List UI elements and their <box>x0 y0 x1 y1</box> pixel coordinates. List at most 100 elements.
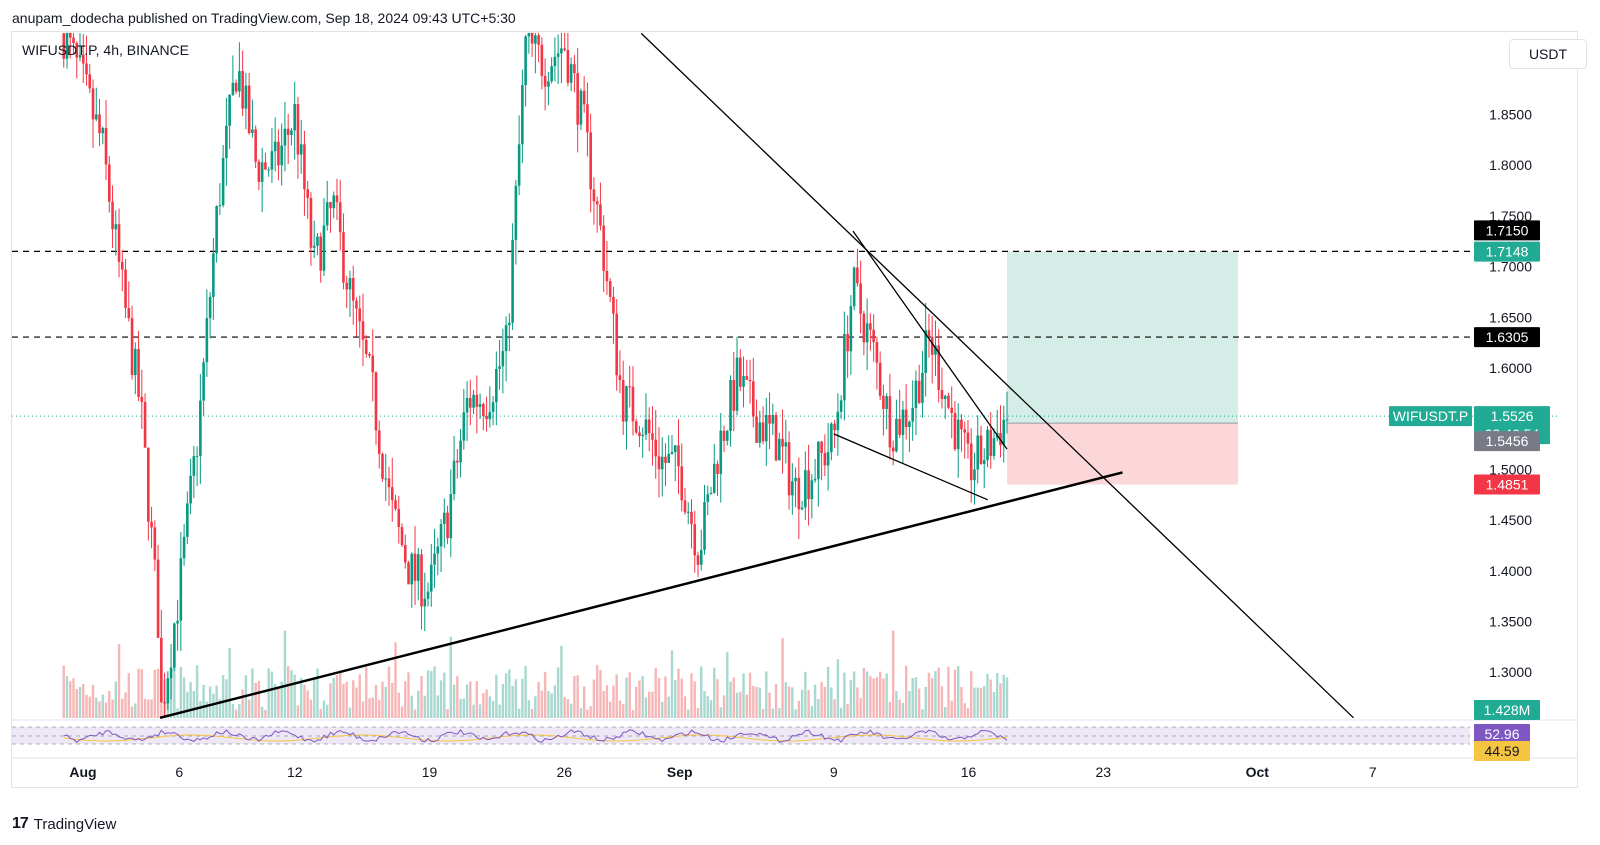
volume-bar <box>966 708 970 718</box>
candle-body <box>745 376 749 380</box>
volume-bar <box>937 667 940 718</box>
candle-body <box>768 415 771 424</box>
candle-body <box>485 415 488 420</box>
label-target-text: 1.7148 <box>1486 244 1529 260</box>
x-tick-label: 7 <box>1369 764 1377 780</box>
label-level-upper[interactable]: 1.7150 <box>1474 220 1540 241</box>
target-zone <box>1007 251 1238 424</box>
tradingview-logo[interactable]: 17 TradingView <box>12 815 116 833</box>
volume-bar <box>826 666 830 718</box>
label-rsi[interactable]: 52.96 <box>1474 724 1530 744</box>
candle-body <box>446 512 449 539</box>
candle-body <box>930 336 934 355</box>
volume-bar <box>573 675 576 718</box>
label-rsi-ma[interactable]: 44.59 <box>1474 741 1530 761</box>
label-volume[interactable]: 1.428M <box>1474 700 1540 720</box>
candle-body <box>62 33 66 59</box>
label-entry[interactable]: 1.5456 <box>1474 431 1540 452</box>
label-level-upper-bg <box>1474 220 1540 241</box>
volume-bar <box>589 706 592 718</box>
candle-body <box>686 511 690 513</box>
candle-body <box>355 300 358 309</box>
volume-bar <box>930 678 934 718</box>
candle-body <box>251 129 254 134</box>
currency-button[interactable]: USDT <box>1509 39 1587 69</box>
volume-bar <box>635 686 638 718</box>
candle-body <box>117 224 121 262</box>
candle-body <box>976 435 980 470</box>
trendline-descending-resistance[interactable] <box>640 32 1354 719</box>
label-stop-text: 1.4851 <box>1486 477 1529 493</box>
label-target[interactable]: 1.7148 <box>1474 241 1540 262</box>
volume-bar <box>885 673 888 718</box>
label-entry-text: 1.5456 <box>1486 433 1529 449</box>
candle-body <box>163 702 166 704</box>
trendline-ascending-support[interactable] <box>159 471 1123 720</box>
volume-bar <box>147 699 150 718</box>
volume-bar <box>72 678 75 718</box>
candle-body <box>595 201 599 205</box>
label-level-lower[interactable]: 1.6305 <box>1474 327 1540 348</box>
label-rsi-ma-text: 44.59 <box>1484 743 1519 759</box>
trendline-inner-lower[interactable] <box>833 433 989 501</box>
candle-body <box>472 394 475 408</box>
candle-body <box>888 396 892 448</box>
volume-bar <box>677 668 680 718</box>
volume-bar <box>485 689 488 718</box>
volume-bar <box>368 698 371 718</box>
volume-bar <box>410 695 413 718</box>
candle-body <box>569 64 573 83</box>
label-stop[interactable]: 1.4851 <box>1474 474 1540 495</box>
volume-bar <box>65 676 69 718</box>
candle-body <box>979 435 983 464</box>
volume-bar <box>989 679 992 718</box>
volume-bar <box>221 675 225 718</box>
volume-bar <box>456 676 459 718</box>
trendline-inner-upper[interactable] <box>852 230 1008 450</box>
volume-bar <box>173 633 176 718</box>
candle-body <box>228 94 231 126</box>
volume-bar <box>384 687 387 718</box>
volume-bar <box>823 686 827 718</box>
candle-body <box>651 433 654 440</box>
y-tick-label: 1.4500 <box>1489 512 1532 528</box>
volume-bar <box>810 705 814 718</box>
candle-body <box>807 470 810 500</box>
volume-bar <box>348 707 352 718</box>
volume-bar <box>979 687 983 718</box>
volume-bar <box>130 706 134 718</box>
volume-bar <box>78 686 82 718</box>
y-tick-label: 1.8500 <box>1489 107 1532 123</box>
candle-body <box>335 195 339 203</box>
volume-bar <box>394 642 397 718</box>
volume-bar <box>644 697 648 718</box>
candle-body <box>963 429 967 433</box>
volume-bar <box>273 684 277 718</box>
rsi-pane <box>12 719 1578 745</box>
volume-bar <box>108 690 111 718</box>
volume-bar <box>387 666 391 718</box>
x-tick-label: 12 <box>287 764 303 780</box>
volume-bar <box>228 647 231 718</box>
candle-body <box>960 419 963 430</box>
volume-bar <box>761 708 765 718</box>
x-tick-label: Oct <box>1246 764 1270 780</box>
candle-body <box>895 418 898 452</box>
volume-bar <box>576 675 579 718</box>
volume-bar <box>374 684 378 718</box>
label-symbol-tag[interactable]: WIFUSDT.P <box>1389 406 1472 427</box>
volume-bar <box>517 708 521 718</box>
volume-bar <box>911 678 914 718</box>
candle-body <box>839 400 843 412</box>
candle-body <box>504 325 508 352</box>
volume-bar <box>940 686 944 718</box>
candle-body <box>862 313 866 343</box>
candle-body <box>254 129 257 162</box>
volume-bar <box>934 671 937 718</box>
trendlines <box>159 32 1354 720</box>
candle-body <box>677 445 680 467</box>
label-last-price[interactable]: 1.5526 <box>1474 406 1550 427</box>
volume-bar <box>335 675 339 718</box>
tradingview-brand: TradingView <box>33 815 117 833</box>
